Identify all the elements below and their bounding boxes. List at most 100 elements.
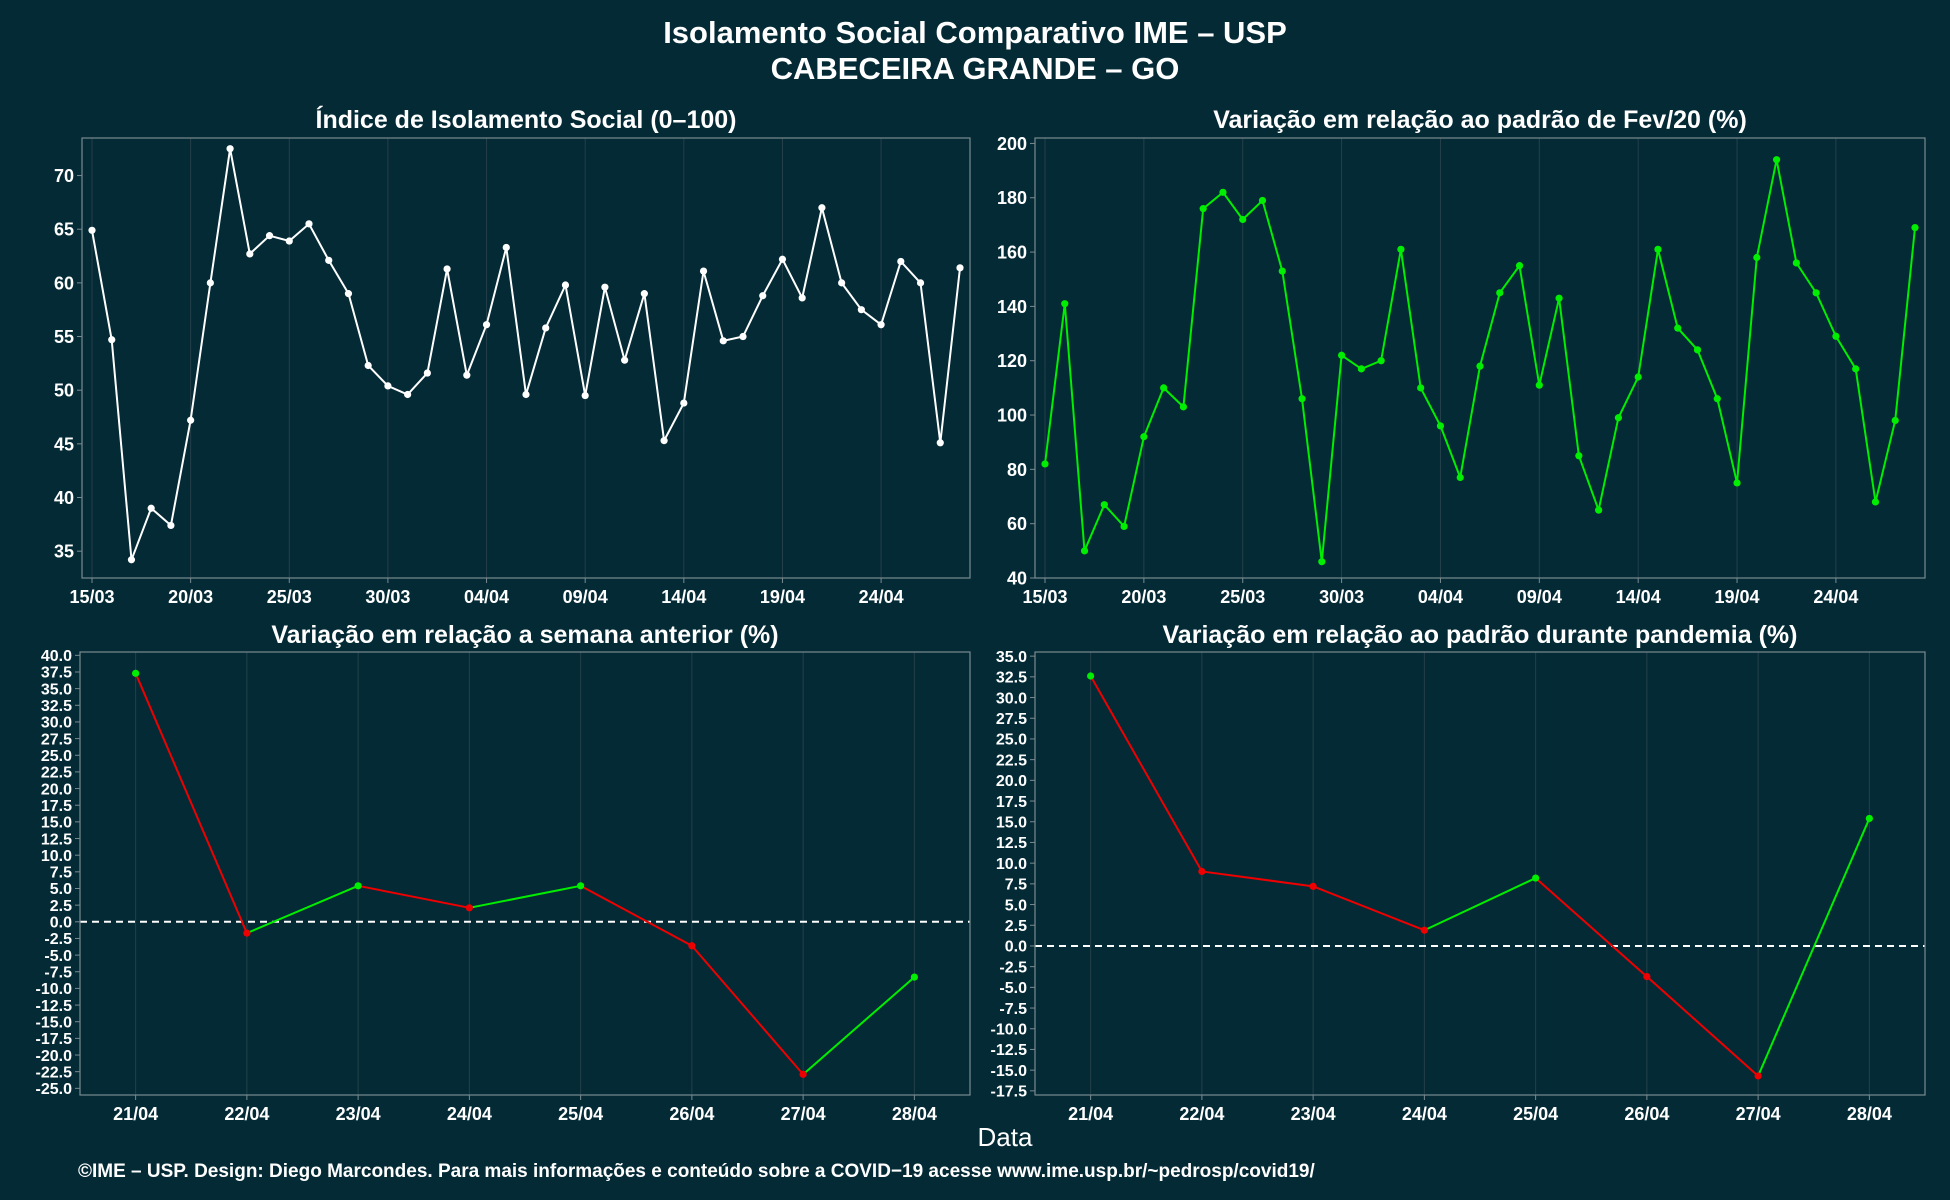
y-tick-label: -25.0	[36, 1081, 73, 1098]
data-point	[1476, 362, 1484, 370]
y-tick-label: 32.5	[41, 698, 72, 715]
data-point	[916, 279, 925, 287]
x-tick-label: 28/04	[892, 1104, 937, 1124]
data-point	[384, 382, 392, 390]
data-point	[1087, 672, 1095, 680]
data-point	[354, 882, 362, 890]
y-tick-label: 40	[54, 488, 74, 508]
data-point	[1309, 882, 1317, 890]
data-point	[147, 504, 155, 512]
panel-pandemic-variation: Variação em relação ao padrão durante pa…	[991, 621, 1926, 1124]
data-point	[1041, 460, 1049, 468]
data-point	[1891, 416, 1899, 425]
data-point	[108, 336, 116, 344]
data-point	[1575, 452, 1583, 460]
data-point	[226, 145, 234, 153]
x-tick-label: 04/04	[1418, 587, 1463, 607]
y-tick-label: 30.0	[41, 715, 72, 732]
y-tick-label: 35.0	[41, 681, 72, 698]
data-point	[1713, 395, 1721, 403]
panel-title: Índice de Isolamento Social (0–100)	[316, 105, 737, 134]
y-tick-label: 10.0	[996, 856, 1027, 873]
x-tick-label: 15/03	[1022, 587, 1067, 607]
x-tick-label: 25/03	[1220, 587, 1265, 607]
data-point	[699, 267, 708, 275]
data-point	[1377, 357, 1385, 365]
data-point	[1397, 245, 1405, 253]
main-title-line2: CABECEIRA GRANDE – GO	[771, 51, 1180, 86]
y-tick-label: 200	[997, 134, 1027, 154]
y-tick-label: 80	[1007, 460, 1027, 480]
y-tick-label: 12.5	[996, 835, 1027, 852]
y-tick-label: 60	[1007, 514, 1027, 534]
data-point	[1417, 384, 1425, 392]
data-point	[423, 369, 431, 377]
data-point	[818, 204, 826, 212]
data-point	[1199, 205, 1207, 213]
data-point	[1693, 346, 1702, 354]
data-point	[1080, 547, 1089, 555]
data-point	[1258, 196, 1267, 205]
data-point	[877, 321, 885, 329]
y-tick-label: 65	[54, 220, 74, 240]
y-tick-label: 27.5	[41, 731, 72, 748]
data-point	[1754, 1072, 1762, 1080]
data-point	[502, 243, 510, 252]
y-tick-label: 15.0	[41, 815, 72, 832]
panel-title: Variação em relação a semana anterior (%…	[271, 621, 778, 649]
y-tick-label: -5.0	[999, 980, 1027, 997]
x-tick-label: 27/04	[1736, 1104, 1781, 1124]
series-segment	[357, 884, 470, 909]
y-tick-label: 22.5	[41, 765, 72, 782]
data-point	[265, 232, 274, 240]
data-point	[285, 237, 293, 245]
data-point	[799, 1070, 807, 1078]
data-point	[1515, 262, 1524, 270]
panel-feb-variation: Variação em relação ao padrão de Fev/20 …	[997, 106, 1926, 607]
y-tick-label: 7.5	[50, 865, 72, 882]
data-point	[897, 257, 905, 266]
plot-area	[1035, 138, 1925, 578]
x-tick-label: 25/03	[267, 587, 312, 607]
series-segment	[1646, 975, 1759, 1077]
y-tick-label: 2.5	[50, 898, 72, 915]
series-segment	[1423, 877, 1537, 932]
data-point	[1812, 289, 1820, 297]
x-tick-label: 20/03	[1121, 587, 1166, 607]
data-point	[857, 306, 865, 314]
data-point	[601, 283, 609, 291]
y-tick-label: -17.5	[991, 1084, 1028, 1101]
y-tick-label: 55	[54, 327, 74, 347]
data-point	[1318, 558, 1326, 566]
y-tick-label: 160	[997, 243, 1027, 263]
shared-x-axis-label: Data	[978, 1122, 1033, 1152]
data-point	[1061, 300, 1069, 308]
plot-frame	[1034, 137, 1926, 579]
plot-frame	[79, 651, 971, 1096]
data-point	[1674, 324, 1682, 332]
y-tick-label: 180	[997, 188, 1027, 208]
y-tick-label: 70	[54, 166, 74, 186]
series-segment	[246, 884, 359, 935]
data-point	[1160, 384, 1168, 392]
x-tick-label: 21/04	[113, 1104, 158, 1124]
y-tick-label: 20.0	[996, 773, 1027, 790]
data-point	[482, 321, 491, 329]
y-tick-label: -12.5	[36, 998, 73, 1015]
data-point	[910, 973, 918, 981]
data-point	[88, 226, 96, 234]
y-tick-label: -7.5	[44, 965, 72, 982]
data-point	[1239, 215, 1247, 224]
data-point	[719, 337, 727, 345]
x-tick-label: 30/03	[1319, 587, 1364, 607]
x-tick-label: 23/04	[336, 1104, 381, 1124]
x-tick-label: 19/04	[1715, 587, 1760, 607]
data-point	[577, 882, 585, 890]
series-segment	[580, 884, 693, 947]
data-point	[688, 942, 696, 950]
data-point	[1179, 403, 1188, 411]
data-point	[1337, 351, 1346, 359]
x-tick-label: 24/04	[1402, 1104, 1447, 1124]
data-point	[1140, 433, 1148, 441]
